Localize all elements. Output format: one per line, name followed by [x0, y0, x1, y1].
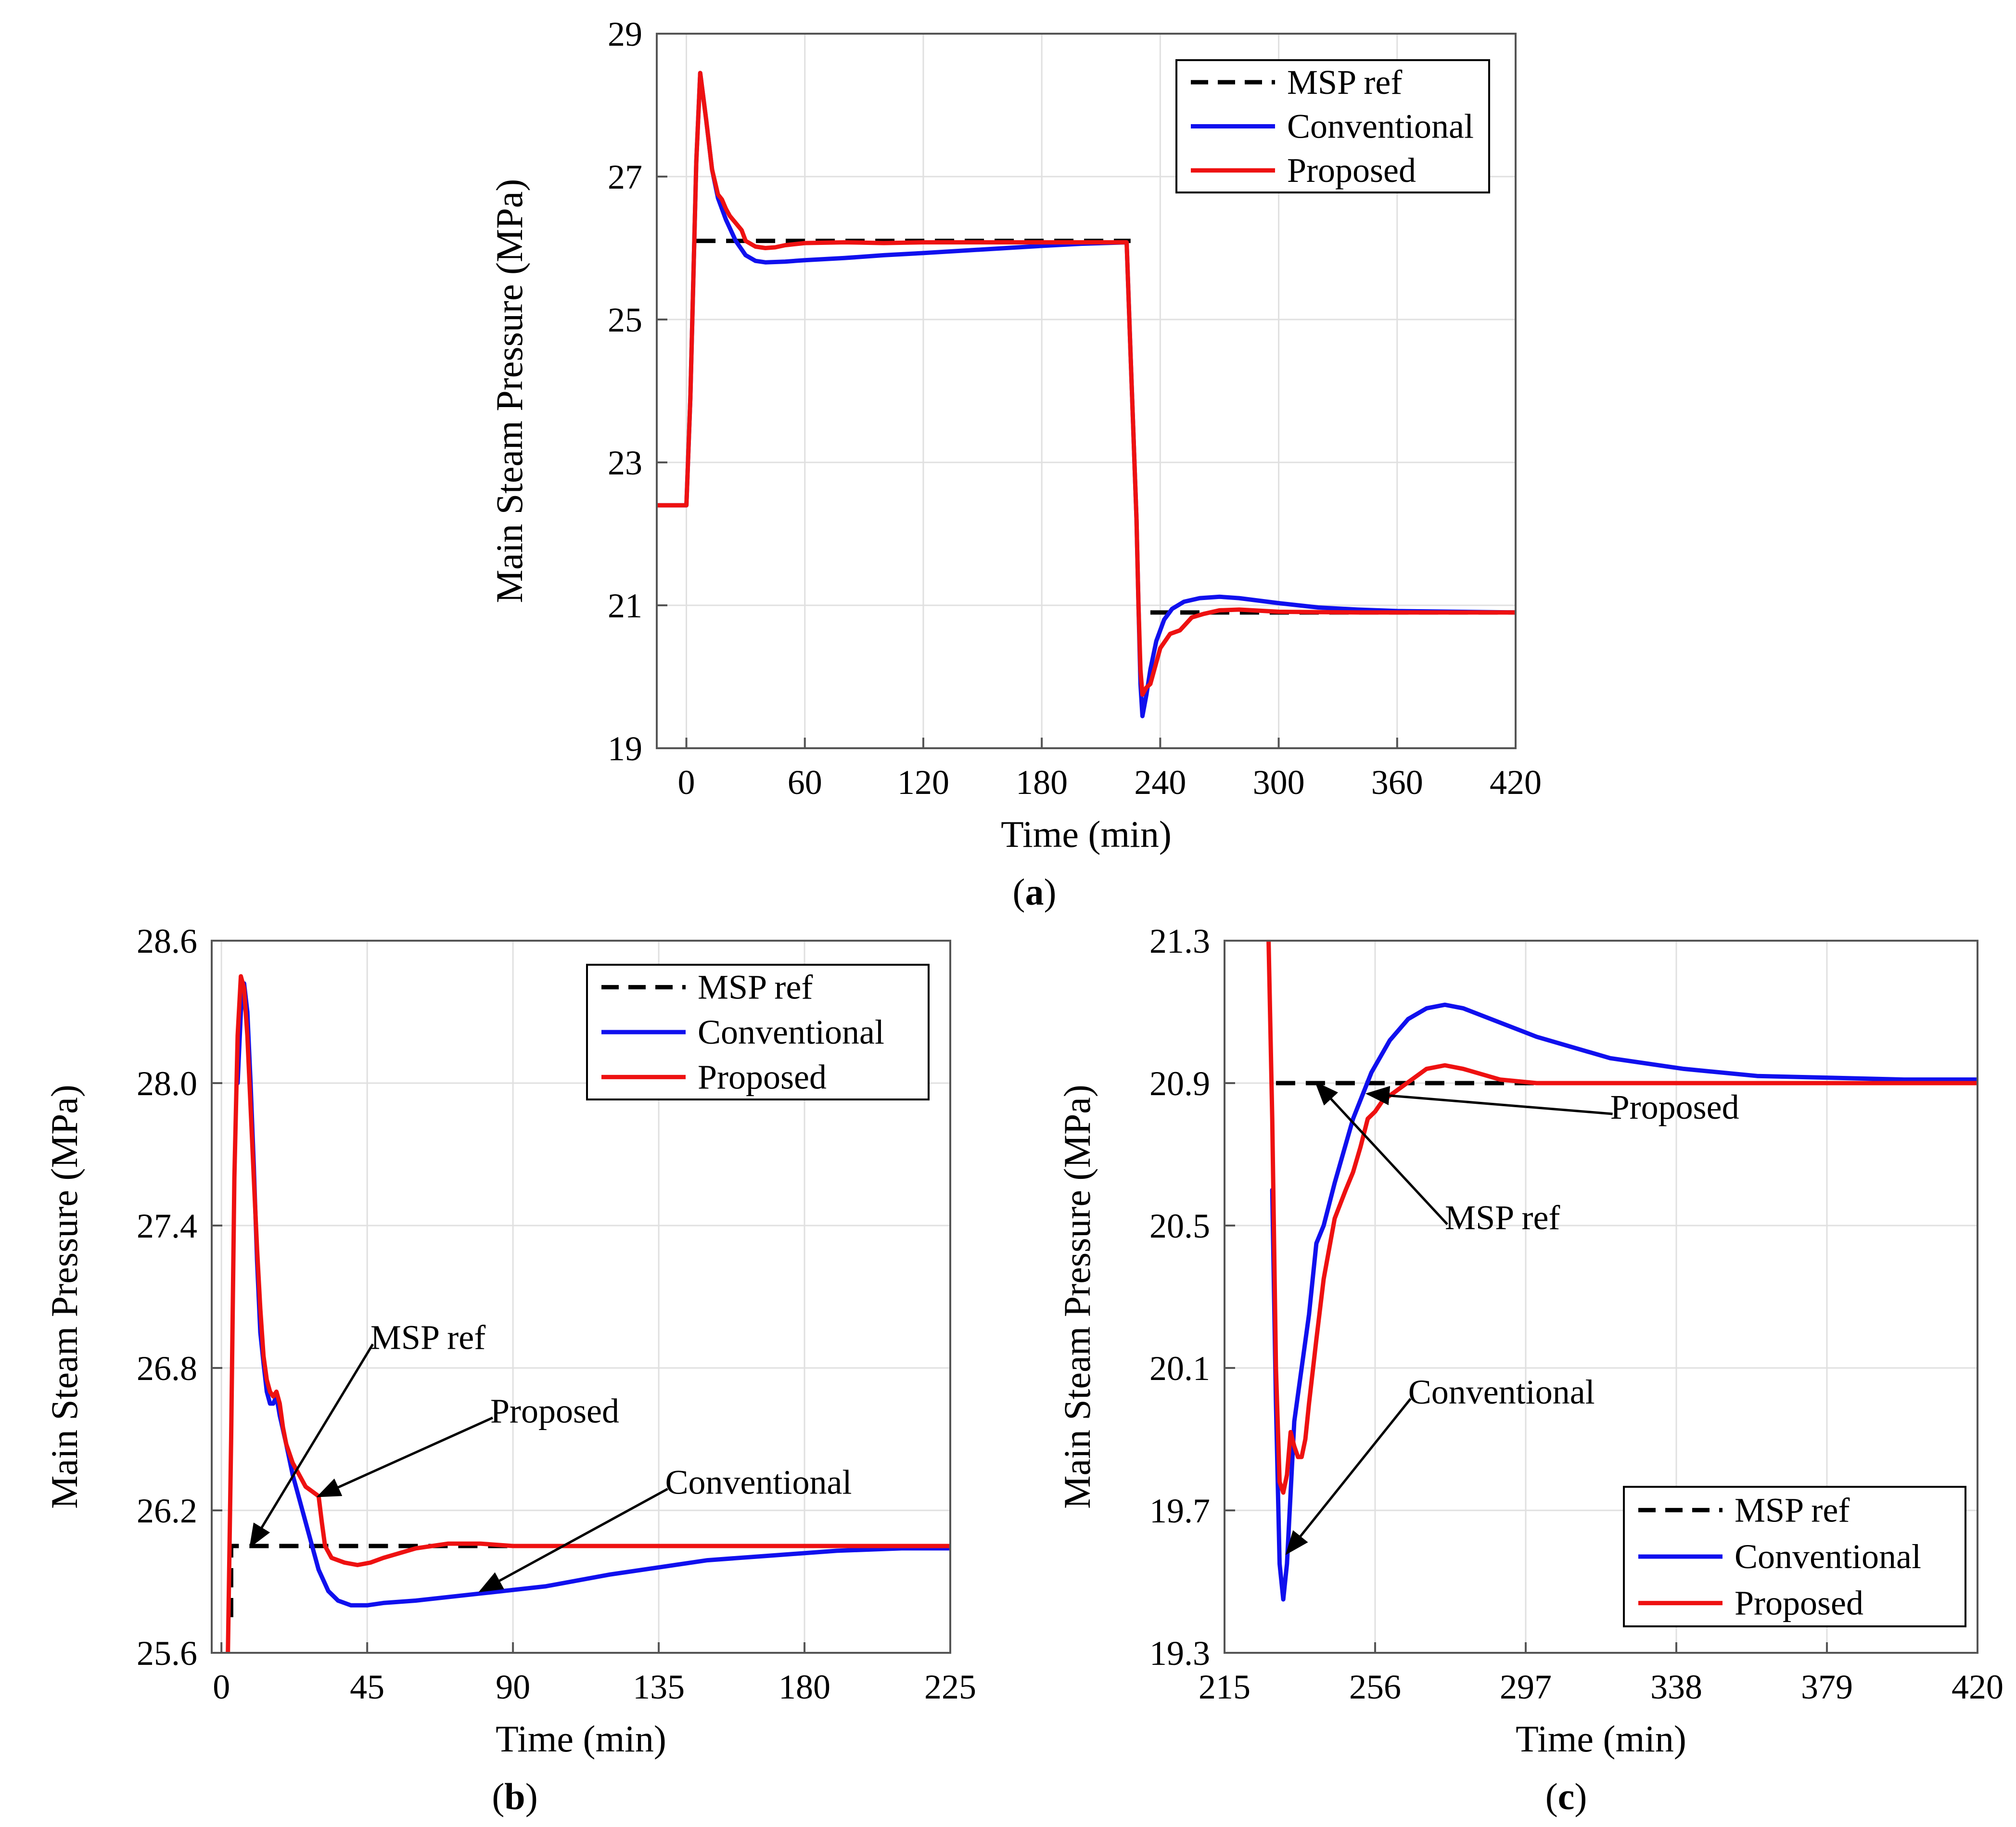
x-axis-label: Time (min)	[496, 1718, 666, 1760]
y-tick-label: 20.9	[1149, 1064, 1210, 1103]
legend-label: Proposed	[1287, 151, 1416, 190]
x-tick-label: 240	[1134, 763, 1186, 802]
x-tick-label: 180	[1016, 763, 1068, 802]
legend-label: MSP ref	[1735, 1491, 1850, 1529]
annotation-label: MSP ref	[1445, 1198, 1560, 1237]
annotation-arrow	[249, 1343, 374, 1548]
annotation-arrow	[478, 1488, 668, 1593]
x-tick-label: 300	[1253, 763, 1305, 802]
series-line-proposed	[657, 71, 1516, 697]
x-tick-label: 420	[1490, 763, 1542, 802]
series-group	[657, 71, 1516, 718]
panel-caption: (c)	[1545, 1776, 1587, 1817]
legend-label: Conventional	[1287, 107, 1474, 146]
legend-label: MSP ref	[1287, 63, 1402, 102]
plot-frame	[211, 940, 951, 1654]
x-tick-label: 420	[1952, 1668, 2003, 1706]
chart-panel-c: 215 256 297 338 379 420 19.3 19.7 20.1 20.5 20.9 21…	[1056, 922, 2003, 1817]
y-tick-label: 21.3	[1149, 922, 1210, 960]
y-tick-label: 19.3	[1149, 1634, 1210, 1673]
y-tick-label: 25	[608, 301, 642, 339]
annotation-label: Conventional	[665, 1463, 852, 1501]
legend: MSP ref Conventional Proposed	[586, 964, 930, 1100]
caption-letter: c	[1558, 1776, 1575, 1817]
annotation-arrow	[316, 1417, 494, 1497]
caption-letter: a	[1025, 871, 1044, 913]
series-line-proposed	[226, 974, 950, 1653]
caption-open-paren: (	[1545, 1776, 1558, 1817]
y-axis-label: Main Steam Pressure (MPa)	[488, 179, 530, 603]
legend-label: Proposed	[1735, 1584, 1863, 1623]
caption-close-paren: )	[525, 1776, 538, 1817]
x-tick-label: 0	[678, 763, 695, 802]
x-axis-label: Time (min)	[1516, 1718, 1686, 1760]
x-tick-label: 90	[496, 1668, 530, 1706]
y-tick-label: 26.2	[137, 1492, 197, 1530]
y-tick-label: 25.6	[137, 1634, 197, 1673]
caption-close-paren: )	[1574, 1776, 1587, 1817]
annotation-arrow	[1285, 1398, 1412, 1555]
chart-panel-a: 0 60 120 180 240 300 360 420 19 21 23 25 27 29 Time (m…	[488, 15, 1542, 913]
chart-panel-b: 0 45 90 135 180 225 25.6 26.2 26.8 27.4 28.0 28.6 Ti…	[43, 922, 976, 1817]
x-tick-label: 60	[788, 763, 822, 802]
caption-letter: b	[504, 1776, 525, 1817]
annotation-label: Proposed	[1610, 1088, 1739, 1126]
y-tick-label: 27	[608, 158, 642, 196]
y-tick-label: 20.5	[1149, 1207, 1210, 1245]
y-axis-label: Main Steam Pressure (MPa)	[43, 1085, 85, 1509]
y-tick-label: 28.6	[137, 922, 197, 960]
y-tick-label: 20.1	[1149, 1349, 1210, 1388]
legend-label: MSP ref	[698, 968, 813, 1007]
caption-open-paren: (	[492, 1776, 504, 1817]
legend: MSP ref Conventional Proposed	[1175, 59, 1490, 193]
series-line-proposed	[1266, 941, 1978, 1495]
plot-frame	[656, 33, 1517, 749]
x-tick-label: 379	[1801, 1668, 1853, 1706]
caption-close-paren: )	[1044, 871, 1057, 913]
x-tick-label: 45	[350, 1668, 384, 1706]
caption-open-paren: (	[1013, 871, 1025, 913]
legend-label: Conventional	[698, 1013, 884, 1051]
y-tick-label: 29	[608, 15, 642, 53]
x-tick-label: 215	[1199, 1668, 1250, 1706]
x-tick-label: 360	[1371, 763, 1423, 802]
y-tick-label: 27.4	[137, 1207, 197, 1245]
annotation-label: Proposed	[490, 1392, 619, 1430]
x-tick-label: 256	[1349, 1668, 1401, 1706]
panel-caption: (b)	[492, 1776, 537, 1817]
x-tick-label: 180	[778, 1668, 830, 1706]
y-tick-label: 19	[608, 729, 642, 768]
x-tick-label: 225	[924, 1668, 976, 1706]
annotation-label: Conventional	[1408, 1373, 1595, 1411]
y-tick-label: 28.0	[137, 1064, 197, 1103]
x-tick-label: 338	[1650, 1668, 1702, 1706]
legend-label: Conventional	[1735, 1537, 1921, 1576]
x-tick-label: 135	[633, 1668, 685, 1706]
panel-caption: (a)	[1013, 871, 1057, 913]
series-group	[226, 974, 950, 1653]
legend-label: Proposed	[698, 1058, 827, 1096]
x-tick-label: 0	[213, 1668, 230, 1706]
annotation-arrow	[1365, 1086, 1613, 1115]
y-tick-label: 26.8	[137, 1349, 197, 1388]
y-tick-label: 19.7	[1149, 1492, 1210, 1530]
y-tick-label: 23	[608, 444, 642, 482]
legend: MSP ref Conventional Proposed	[1623, 1486, 1966, 1627]
x-tick-label: 297	[1500, 1668, 1552, 1706]
annotation-arrow	[1314, 1081, 1448, 1226]
plot-frame	[1224, 940, 1978, 1654]
annotation-label: MSP ref	[370, 1318, 485, 1357]
x-tick-label: 120	[897, 763, 949, 802]
y-axis-label: Main Steam Pressure (MPa)	[1056, 1085, 1098, 1509]
x-axis-label: Time (min)	[1001, 813, 1172, 855]
y-tick-label: 21	[608, 587, 642, 625]
